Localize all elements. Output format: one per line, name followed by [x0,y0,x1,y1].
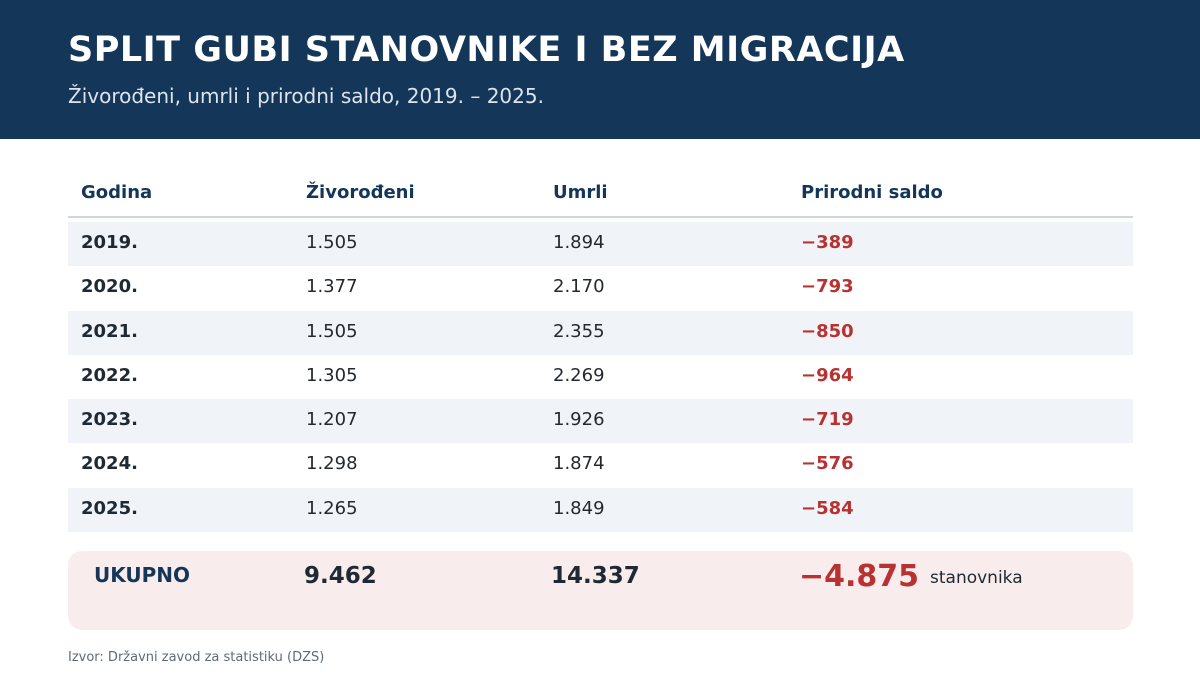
cell-died: 1.894 [553,232,605,253]
table-row: 2024. 1.298 1.874 −576 [68,443,1133,487]
cell-saldo: −576 [801,453,854,475]
column-header-year: Godina [81,182,153,203]
cell-died: 1.874 [553,453,605,475]
table-row: 2021. 1.505 2.355 −850 [68,310,1133,355]
page-title: SPLIT GUBI STANOVNIKE I BEZ MIGRACIJA [68,30,905,70]
total-saldo: −4.875 [799,559,920,594]
data-table: Godina Živorođeni Umrli Prirodni saldo 2… [68,172,1133,533]
cell-year: 2023. [81,409,138,431]
cell-died: 1.926 [553,409,605,431]
cell-born: 1.305 [306,364,358,386]
table-row: 2023. 1.207 1.926 −719 [68,399,1133,444]
total-row: UKUPNO 9.462 14.337 −4.875 stanovnika [68,551,1133,630]
table-body: 2019. 1.505 1.894 −389 2020. 1.377 2.170 −793 20… [68,222,1133,533]
cell-died: 2.269 [553,364,605,386]
cell-born: 1.377 [306,276,358,298]
table-row: 2025. 1.265 1.849 −584 [68,487,1133,533]
cell-born: 1.207 [306,409,358,431]
cell-year: 2021. [81,320,138,342]
cell-born: 1.505 [306,232,358,253]
cell-saldo: −584 [801,497,854,519]
cell-died: 2.170 [553,276,605,298]
table-header: Godina Živorođeni Umrli Prirodni saldo [68,172,1133,218]
column-header-died: Umrli [553,182,608,203]
table-row: 2019. 1.505 1.894 −389 [68,222,1133,267]
cell-year: 2022. [81,364,138,386]
cell-year: 2020. [81,276,138,298]
cell-saldo: −719 [801,409,854,431]
header-banner: SPLIT GUBI STANOVNIKE I BEZ MIGRACIJA Ži… [0,0,1200,139]
cell-died: 2.355 [553,320,605,342]
column-header-born: Živorođeni [306,182,415,203]
cell-born: 1.298 [306,453,358,475]
cell-year: 2024. [81,453,138,475]
cell-saldo: −389 [801,232,854,253]
cell-year: 2019. [81,232,138,253]
cell-born: 1.505 [306,320,358,342]
total-label: UKUPNO [94,563,191,587]
page-subtitle: Živorođeni, umrli i prirodni saldo, 2019… [68,84,544,108]
cell-died: 1.849 [553,497,605,519]
total-unit: stanovnika [930,568,1023,588]
cell-saldo: −793 [801,276,854,298]
source-note: Izvor: Državni zavod za statistiku (DZS) [68,650,325,665]
table-row: 2020. 1.377 2.170 −793 [68,266,1133,310]
column-header-saldo: Prirodni saldo [801,182,943,203]
total-died: 14.337 [551,563,640,589]
cell-saldo: −964 [801,364,854,386]
cell-saldo: −850 [801,320,854,342]
cell-born: 1.265 [306,497,358,519]
total-born: 9.462 [304,563,377,589]
table-row: 2022. 1.305 2.269 −964 [68,355,1133,399]
cell-year: 2025. [81,497,138,519]
